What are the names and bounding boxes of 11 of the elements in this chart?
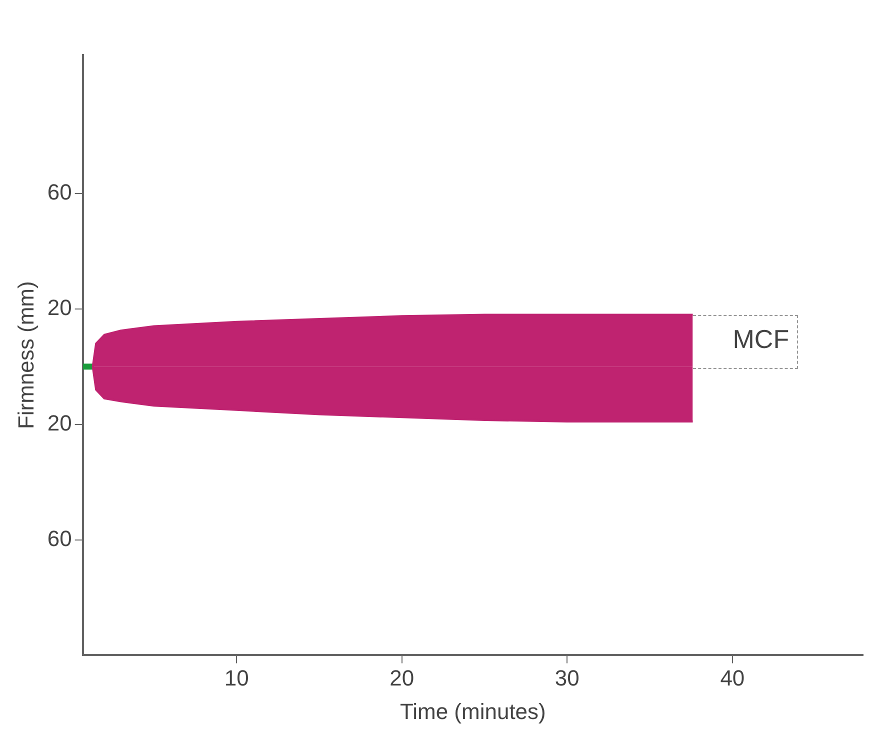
x-tick-label: 10 xyxy=(224,665,249,690)
y-tick-label: 60 xyxy=(47,526,72,551)
x-tick-label: 20 xyxy=(390,665,414,690)
x-tick-label: 30 xyxy=(554,665,580,690)
y-tick-label: 60 xyxy=(47,180,72,205)
x-tick-label: 40 xyxy=(720,665,745,690)
y-tick-label: 20 xyxy=(47,410,72,436)
annotation: MCF xyxy=(732,324,790,354)
y-axis-title: Firmness (mm) xyxy=(13,281,38,430)
y-tick-label: 20 xyxy=(47,294,72,320)
x-axis-title: Time (minutes) xyxy=(400,698,546,724)
